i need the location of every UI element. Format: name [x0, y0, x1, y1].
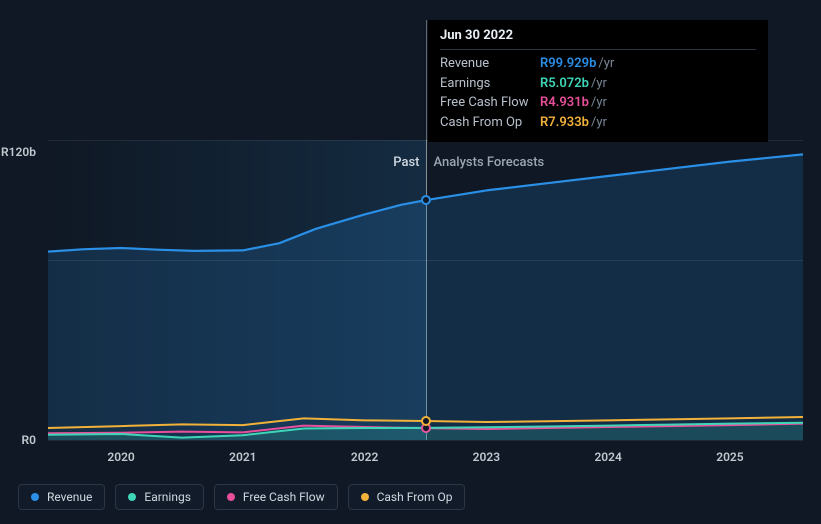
tooltip-row-unit: /yr [591, 114, 607, 132]
tooltip-row-label: Cash From Op [440, 114, 540, 132]
chart-tooltip: Jun 30 2022 RevenueR99.929b /yrEarningsR… [428, 20, 768, 142]
tooltip-row-unit: /yr [591, 94, 607, 112]
y-axis-label: R0 [22, 433, 42, 447]
tooltip-row: EarningsR5.072b /yr [440, 74, 756, 94]
tooltip-rows: RevenueR99.929b /yrEarningsR5.072b /yrFr… [440, 54, 756, 132]
legend-dot-icon [128, 493, 136, 501]
legend-item-free_cash_flow[interactable]: Free Cash Flow [214, 484, 338, 510]
financial-forecast-chart: Past Analysts Forecasts R0R120b202020212… [0, 0, 821, 524]
legend-dot-icon [361, 493, 369, 501]
legend-item-label: Free Cash Flow [243, 490, 325, 504]
x-axis-label: 2023 [473, 440, 500, 464]
x-axis-label: 2020 [107, 440, 134, 464]
x-axis-label: 2024 [594, 440, 621, 464]
y-gridline [48, 260, 803, 261]
chart-legend: Revenue Earnings Free Cash Flow Cash From O… [18, 484, 465, 510]
x-axis-label: 2021 [229, 440, 256, 464]
legend-item-revenue[interactable]: Revenue [18, 484, 105, 510]
tooltip-row-label: Earnings [440, 75, 540, 93]
x-axis-label: 2025 [716, 440, 743, 464]
tooltip-row-value: R7.933b [540, 114, 589, 132]
tooltip-row-value: R4.931b [540, 94, 589, 112]
legend-item-cash_from_op[interactable]: Cash From Op [348, 484, 466, 510]
legend-dot-icon [227, 493, 235, 501]
x-axis-label: 2022 [351, 440, 378, 464]
tooltip-date: Jun 30 2022 [440, 28, 756, 50]
tooltip-row: RevenueR99.929b /yr [440, 54, 756, 74]
y-gridline [48, 440, 803, 441]
y-axis-label: R120b [1, 145, 42, 159]
tooltip-row-unit: /yr [591, 75, 607, 93]
tooltip-row: Free Cash FlowR4.931b /yr [440, 93, 756, 113]
legend-item-label: Earnings [144, 490, 191, 504]
tooltip-row-label: Free Cash Flow [440, 94, 540, 112]
revenue-marker [421, 195, 431, 205]
plot-area[interactable]: Past Analysts Forecasts R0R120b202020212… [48, 140, 803, 440]
tooltip-row: Cash From OpR7.933b /yr [440, 113, 756, 133]
tooltip-row-value: R99.929b [540, 55, 596, 73]
tooltip-row-unit: /yr [598, 55, 614, 73]
chart-svg [48, 140, 803, 440]
cash_from_op-marker [421, 416, 431, 426]
legend-item-label: Cash From Op [377, 490, 453, 504]
legend-dot-icon [31, 493, 39, 501]
tooltip-row-label: Revenue [440, 55, 540, 73]
legend-item-label: Revenue [47, 490, 92, 504]
legend-item-earnings[interactable]: Earnings [115, 484, 204, 510]
tooltip-row-value: R5.072b [540, 75, 589, 93]
